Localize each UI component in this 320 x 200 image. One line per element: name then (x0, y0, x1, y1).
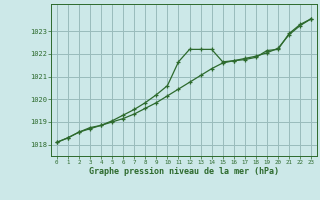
X-axis label: Graphe pression niveau de la mer (hPa): Graphe pression niveau de la mer (hPa) (89, 167, 279, 176)
